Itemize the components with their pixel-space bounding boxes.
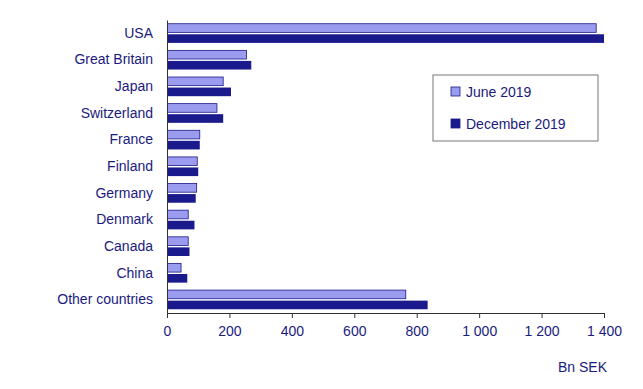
legend-label: December 2019 <box>466 116 566 132</box>
y-tick-label: Great Britain <box>74 51 153 67</box>
x-tick-mark <box>229 313 230 318</box>
bar <box>167 184 197 193</box>
y-tick: China <box>116 265 167 281</box>
x-tick-mark <box>604 313 605 318</box>
x-tick-label: 1 200 <box>525 323 560 339</box>
x-tick-mark <box>417 313 418 318</box>
bar <box>167 24 596 33</box>
bar <box>167 247 189 256</box>
x-tick: 1 200 <box>525 313 560 339</box>
bar <box>167 61 251 70</box>
y-axis-line <box>167 21 168 314</box>
y-axis: USA Great Britain Japan Switzerland France Fi… <box>57 21 167 314</box>
x-tick: 600 <box>343 313 367 339</box>
bar <box>167 114 223 123</box>
y-tick: Other countries <box>57 291 167 307</box>
legend-label: June 2019 <box>466 84 532 100</box>
bar <box>167 301 428 310</box>
legend-box <box>433 75 598 141</box>
x-tick: 0 <box>164 313 172 339</box>
x-tick-label: 1 000 <box>462 323 497 339</box>
bar <box>167 88 231 97</box>
x-tick: 800 <box>406 313 430 339</box>
bar <box>167 50 247 59</box>
x-tick-label: 400 <box>281 323 305 339</box>
x-tick-mark <box>479 313 480 318</box>
y-tick: Switzerland <box>81 105 167 121</box>
x-axis-line <box>168 314 605 319</box>
x-tick-label: 600 <box>343 323 367 339</box>
bar <box>167 194 196 203</box>
x-tick-mark <box>354 313 355 318</box>
bar <box>167 167 198 176</box>
bar <box>167 77 223 86</box>
y-tick: Canada <box>104 238 167 254</box>
bar <box>167 210 188 219</box>
y-tick-label: Canada <box>104 238 153 254</box>
bar <box>167 290 406 299</box>
y-tick: Denmark <box>96 211 167 227</box>
x-tick-label: 0 <box>164 323 172 339</box>
bar <box>167 141 200 150</box>
plot: 0 200 400 600 800 1 000 1 200 1 400 USA Great Bri… <box>57 21 622 339</box>
y-tick-label: France <box>109 131 153 147</box>
x-tick: 1 400 <box>587 313 622 339</box>
bar <box>167 263 181 272</box>
y-tick-label: Denmark <box>96 211 154 227</box>
legend-swatch <box>451 87 460 96</box>
x-tick-mark <box>292 313 293 318</box>
x-tick-label: 800 <box>406 323 430 339</box>
y-tick-label: USA <box>124 25 153 41</box>
bars <box>167 24 604 310</box>
bar <box>167 104 217 113</box>
y-tick: Great Britain <box>74 51 167 67</box>
x-tick-label: 1 400 <box>587 323 622 339</box>
bar <box>167 237 188 246</box>
bar <box>167 130 200 139</box>
y-tick-label: Japan <box>115 78 153 94</box>
y-tick-label: China <box>116 265 153 281</box>
y-tick-label: Other countries <box>57 291 153 307</box>
y-tick: France <box>109 131 167 147</box>
y-tick: Finland <box>107 158 167 174</box>
y-tick: Germany <box>95 185 167 201</box>
y-tick-label: Switzerland <box>81 105 153 121</box>
x-tick-label: 200 <box>218 323 242 339</box>
y-tick-label: Finland <box>107 158 153 174</box>
x-axis-label: Bn SEK <box>558 359 608 375</box>
y-tick: USA <box>124 25 167 41</box>
legend-swatch <box>451 119 460 128</box>
x-tick: 200 <box>218 313 242 339</box>
chart: 0 200 400 600 800 1 000 1 200 1 400 USA Great Bri… <box>0 0 643 389</box>
x-tick-mark <box>542 313 543 318</box>
x-tick: 400 <box>281 313 305 339</box>
x-tick-mark <box>167 313 168 318</box>
bar <box>167 221 194 230</box>
y-tick: Japan <box>115 78 167 94</box>
bar <box>167 34 604 43</box>
bar <box>167 274 187 283</box>
y-tick-label: Germany <box>95 185 153 201</box>
legend: June 2019 December 2019 <box>433 75 598 141</box>
bar <box>167 157 197 166</box>
x-axis: 0 200 400 600 800 1 000 1 200 1 400 <box>164 313 623 339</box>
x-tick: 1 000 <box>462 313 497 339</box>
